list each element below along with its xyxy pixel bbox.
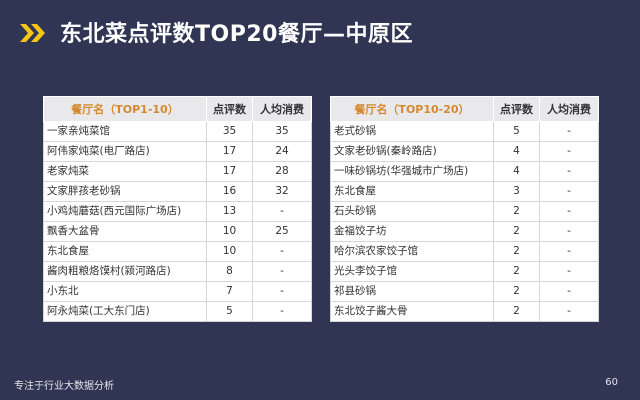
ranking-table-top1-10: 餐厅名（TOP1-10） 点评数 人均消费 一家亲炖菜馆 35 35 阿伟家炖菜…: [43, 96, 312, 322]
restaurant-name: 飘香大盆骨: [43, 221, 207, 242]
avg-spend: -: [539, 301, 599, 322]
avg-spend: 32: [252, 181, 312, 202]
header-restaurant-name: 餐厅名（TOP10-20）: [330, 96, 494, 122]
table-row: 一味砂锅坊(华强城市广场店) 4 -: [330, 161, 599, 182]
restaurant-name: 光头李饺子馆: [330, 261, 494, 282]
restaurant-name: 阿伟家炖菜(电厂路店): [43, 141, 207, 162]
avg-spend: -: [539, 121, 599, 142]
review-count: 8: [206, 261, 253, 282]
restaurant-name: 石头砂锅: [330, 201, 494, 222]
review-count: 35: [206, 121, 253, 142]
table-row: 东北饺子酱大骨 2 -: [330, 301, 599, 322]
table-row: 文家胖孩老砂锅 16 32: [43, 181, 312, 202]
table-header-row: 餐厅名（TOP10-20） 点评数 人均消费: [330, 96, 599, 122]
avg-spend: -: [252, 201, 312, 222]
avg-spend: -: [539, 181, 599, 202]
restaurant-name: 祁县砂锅: [330, 281, 494, 302]
avg-spend: 25: [252, 221, 312, 242]
review-count: 17: [206, 161, 253, 182]
avg-spend: -: [539, 261, 599, 282]
avg-spend: -: [539, 161, 599, 182]
review-count: 5: [493, 121, 540, 142]
review-count: 2: [493, 241, 540, 262]
table-header-row: 餐厅名（TOP1-10） 点评数 人均消费: [43, 96, 312, 122]
restaurant-name: 老式砂锅: [330, 121, 494, 142]
restaurant-name: 东北饺子酱大骨: [330, 301, 494, 322]
restaurant-name: 文家老砂锅(秦岭路店): [330, 141, 494, 162]
review-count: 2: [493, 301, 540, 322]
header-restaurant-name: 餐厅名（TOP1-10）: [43, 96, 207, 122]
review-count: 4: [493, 161, 540, 182]
table-row: 老家炖菜 17 28: [43, 161, 312, 182]
header-avg-spend: 人均消费: [539, 96, 599, 122]
review-count: 10: [206, 221, 253, 242]
table-row: 酱肉粗粮烙馍村(颍河路店) 8 -: [43, 261, 312, 282]
avg-spend: -: [539, 281, 599, 302]
table-row: 老式砂锅 5 -: [330, 121, 599, 142]
table-row: 阿伟家炖菜(电厂路店) 17 24: [43, 141, 312, 162]
review-count: 2: [493, 261, 540, 282]
review-count: 7: [206, 281, 253, 302]
review-count: 2: [493, 281, 540, 302]
avg-spend: -: [539, 241, 599, 262]
restaurant-name: 酱肉粗粮烙馍村(颍河路店): [43, 261, 207, 282]
avg-spend: -: [252, 241, 312, 262]
restaurant-name: 小东北: [43, 281, 207, 302]
table-row: 飘香大盆骨 10 25: [43, 221, 312, 242]
avg-spend: -: [539, 201, 599, 222]
avg-spend: -: [252, 261, 312, 282]
avg-spend: 35: [252, 121, 312, 142]
review-count: 2: [493, 221, 540, 242]
table-row: 文家老砂锅(秦岭路店) 4 -: [330, 141, 599, 162]
review-count: 10: [206, 241, 253, 262]
restaurant-name: 哈尔滨农家饺子馆: [330, 241, 494, 262]
avg-spend: 28: [252, 161, 312, 182]
table-row: 祁县砂锅 2 -: [330, 281, 599, 302]
review-count: 17: [206, 141, 253, 162]
restaurant-name: 阿永炖菜(工大东门店): [43, 301, 207, 322]
table-row: 阿永炖菜(工大东门店) 5 -: [43, 301, 312, 322]
restaurant-name: 东北食屋: [43, 241, 207, 262]
review-count: 16: [206, 181, 253, 202]
table-row: 东北食屋 10 -: [43, 241, 312, 262]
review-count: 3: [493, 181, 540, 202]
ranking-table-top10-20: 餐厅名（TOP10-20） 点评数 人均消费 老式砂锅 5 - 文家老砂锅(秦岭…: [330, 96, 599, 322]
slide-title: 东北菜点评数TOP20餐厅—中原区: [60, 22, 413, 47]
avg-spend: -: [252, 281, 312, 302]
page-number: 60: [605, 377, 618, 388]
restaurant-name: 一味砂锅坊(华强城市广场店): [330, 161, 494, 182]
header-avg-spend: 人均消费: [252, 96, 312, 122]
header-review-count: 点评数: [493, 96, 540, 122]
table-row: 石头砂锅 2 -: [330, 201, 599, 222]
restaurant-name: 金福饺子坊: [330, 221, 494, 242]
double-chevron-icon: [20, 24, 45, 42]
table-row: 光头李饺子馆 2 -: [330, 261, 599, 282]
restaurant-name: 东北食屋: [330, 181, 494, 202]
review-count: 13: [206, 201, 253, 222]
avg-spend: 24: [252, 141, 312, 162]
avg-spend: -: [539, 141, 599, 162]
avg-spend: -: [252, 301, 312, 322]
review-count: 4: [493, 141, 540, 162]
header-review-count: 点评数: [206, 96, 253, 122]
table-row: 东北食屋 3 -: [330, 181, 599, 202]
table-row: 一家亲炖菜馆 35 35: [43, 121, 312, 142]
review-count: 2: [493, 201, 540, 222]
table-row: 小鸡炖蘑菇(西元国际广场店) 13 -: [43, 201, 312, 222]
table-row: 哈尔滨农家饺子馆 2 -: [330, 241, 599, 262]
restaurant-name: 一家亲炖菜馆: [43, 121, 207, 142]
footer-slogan: 专注于行业大数据分析: [14, 381, 114, 392]
restaurant-name: 小鸡炖蘑菇(西元国际广场店): [43, 201, 207, 222]
table-row: 金福饺子坊 2 -: [330, 221, 599, 242]
restaurant-name: 文家胖孩老砂锅: [43, 181, 207, 202]
review-count: 5: [206, 301, 253, 322]
table-row: 小东北 7 -: [43, 281, 312, 302]
avg-spend: -: [539, 221, 599, 242]
restaurant-name: 老家炖菜: [43, 161, 207, 182]
